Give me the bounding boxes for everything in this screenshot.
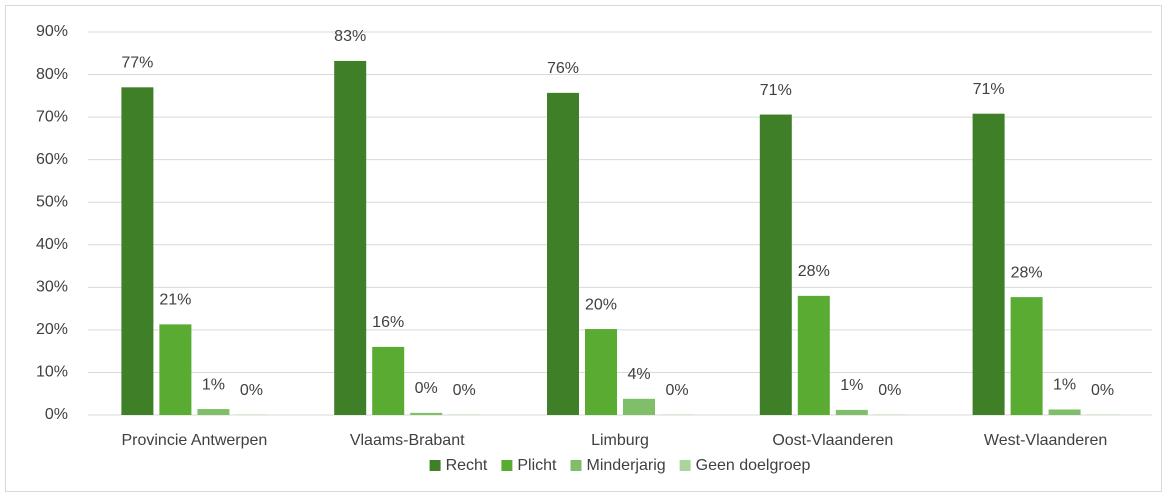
- bar: [797, 295, 830, 415]
- value-label: 83%: [334, 28, 366, 45]
- value-label: 28%: [1011, 264, 1043, 281]
- x-tick-label: Provincie Antwerpen: [121, 432, 267, 449]
- y-tick-label: 20%: [36, 321, 68, 338]
- value-label: 0%: [878, 382, 901, 399]
- bar: [121, 87, 154, 416]
- bar: [159, 324, 192, 415]
- x-tick-label: Limburg: [591, 432, 649, 449]
- bar: [1010, 297, 1043, 415]
- legend-swatch: [429, 460, 441, 471]
- y-tick-label: 60%: [36, 151, 68, 168]
- bar: [410, 412, 443, 415]
- bar: [972, 113, 1005, 415]
- value-label: 1%: [840, 377, 863, 394]
- y-tick-label: 50%: [36, 193, 68, 210]
- value-label: 0%: [453, 382, 476, 399]
- x-tick-label: Oost-Vlaanderen: [772, 432, 893, 449]
- y-tick-label: 0%: [45, 406, 68, 423]
- value-label: 76%: [547, 60, 579, 77]
- legend-swatch: [501, 460, 513, 471]
- bar: [197, 409, 230, 415]
- y-tick-label: 30%: [36, 279, 68, 296]
- bar: [835, 409, 868, 415]
- legend-label: Geen doelgroep: [696, 457, 811, 474]
- bar: [623, 398, 655, 415]
- y-tick-label: 10%: [36, 364, 68, 381]
- y-tick-label: 70%: [36, 108, 68, 125]
- bar: [585, 329, 617, 415]
- value-label: 1%: [1053, 377, 1076, 394]
- value-label: 4%: [627, 366, 650, 383]
- value-label: 0%: [1091, 382, 1114, 399]
- x-tick-label: West-Vlaanderen: [984, 432, 1107, 449]
- value-label: 20%: [585, 296, 617, 313]
- value-label: 1%: [202, 376, 225, 393]
- bar: [759, 114, 792, 416]
- value-label: 0%: [240, 382, 263, 399]
- value-label: 28%: [798, 263, 830, 280]
- bar: [1048, 409, 1081, 415]
- value-label: 71%: [973, 81, 1005, 98]
- value-label: 16%: [372, 314, 404, 331]
- legend-swatch: [570, 460, 582, 471]
- legend-label: Recht: [446, 457, 488, 474]
- y-tick-label: 80%: [36, 66, 68, 83]
- y-tick-label: 90%: [36, 23, 68, 40]
- legend-label: Plicht: [517, 457, 557, 474]
- bar: [372, 346, 405, 415]
- value-label: 21%: [159, 292, 191, 309]
- bar: [334, 60, 367, 416]
- y-tick-label: 40%: [36, 236, 68, 253]
- value-label: 71%: [760, 82, 792, 99]
- legend-swatch: [679, 460, 691, 471]
- x-tick-label: Vlaams-Brabant: [350, 432, 465, 449]
- value-label: 0%: [665, 382, 688, 399]
- bar: [547, 92, 579, 416]
- legend-label: Minderjarig: [587, 457, 666, 474]
- value-label: 77%: [121, 55, 153, 72]
- value-label: 0%: [415, 380, 438, 397]
